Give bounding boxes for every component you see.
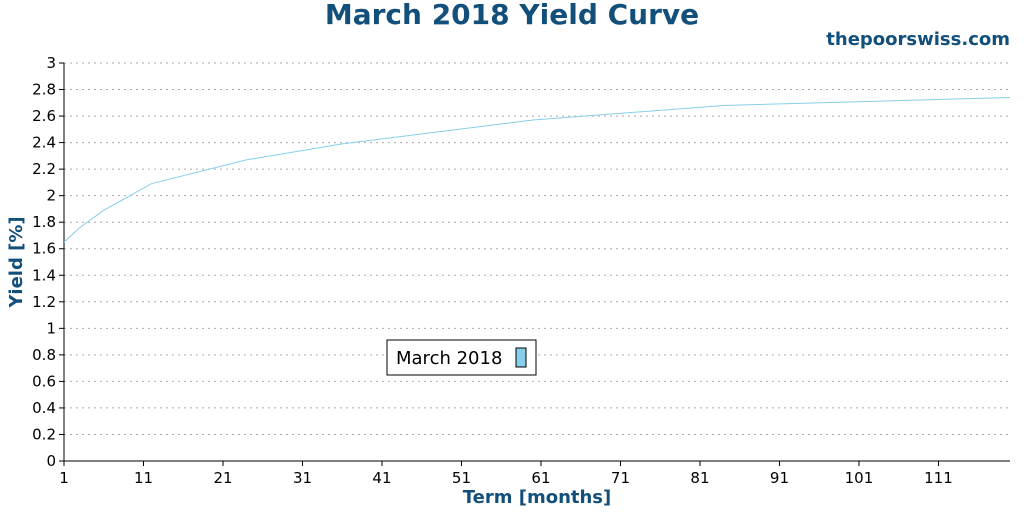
x-tick-label: 11: [134, 469, 153, 487]
y-axis-title: Yield [%]: [6, 216, 27, 308]
x-tick-label: 51: [452, 469, 471, 487]
y-tick-label: 1.6: [32, 240, 56, 258]
chart-title: March 2018 Yield Curve: [324, 0, 700, 31]
x-tick-label: 81: [690, 469, 709, 487]
x-tick-label: 41: [372, 469, 391, 487]
y-tick-label: 1: [46, 319, 56, 337]
legend-box: [386, 339, 537, 376]
x-tick-label: 71: [611, 469, 630, 487]
y-tick-label: 0.4: [32, 399, 56, 417]
y-tick-label: 2.2: [32, 160, 56, 178]
y-tick-label: 2: [46, 187, 56, 205]
y-tick-label: 1.2: [32, 293, 56, 311]
y-tick-label: 0.8: [32, 346, 56, 364]
y-tick-label: 1.4: [32, 266, 56, 284]
x-axis-title: Term [months]: [463, 487, 612, 508]
x-tick-label: 31: [293, 469, 312, 487]
x-tick-label: 21: [213, 469, 232, 487]
y-tick-label: 0.6: [32, 372, 56, 390]
y-tick-label: 2.4: [32, 134, 56, 152]
x-tick-label: 61: [531, 469, 550, 487]
legend-swatch: [515, 347, 527, 368]
y-tick-label: 0.2: [32, 425, 56, 443]
y-tick-label: 2.8: [32, 81, 56, 99]
y-tick-label: 1.8: [32, 213, 56, 231]
y-tick-label: 3: [46, 54, 56, 72]
legend-label: March 2018: [396, 348, 502, 369]
x-tick-label: 111: [924, 469, 953, 487]
x-tick-label: 101: [845, 469, 874, 487]
y-tick-label: 2.6: [32, 107, 56, 125]
site-watermark: thepoorswiss.com: [826, 29, 1010, 50]
x-tick-label: 91: [770, 469, 789, 487]
x-tick-label: 1: [59, 469, 69, 487]
series-line-march-2018: [63, 97, 1011, 243]
y-tick-label: 0: [46, 452, 56, 470]
